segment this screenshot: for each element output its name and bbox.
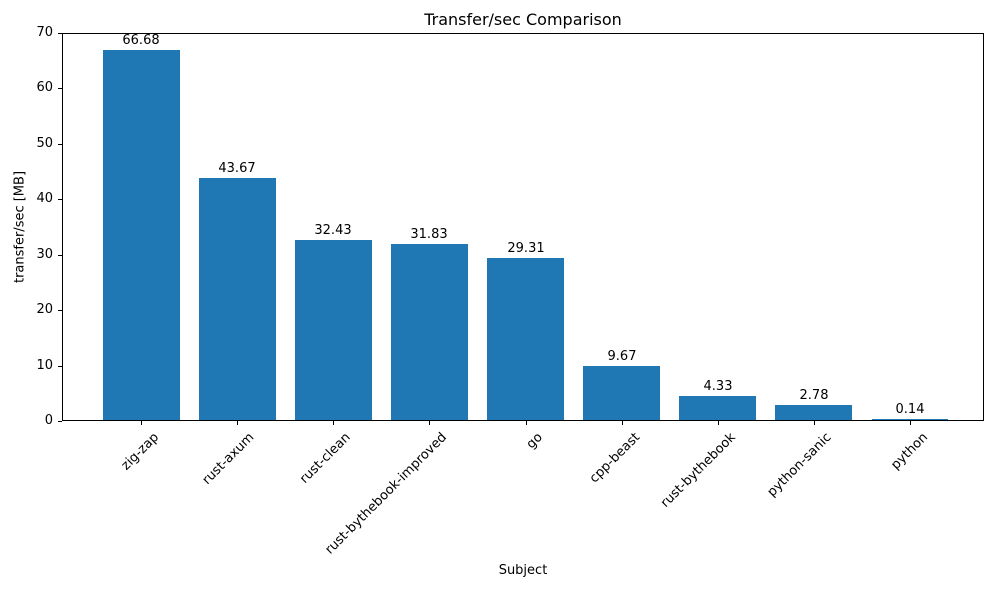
bar-rust-bythebook-improved [390, 243, 468, 420]
bar-rust-bythebook [679, 396, 757, 420]
y-tick-label: 20 [36, 302, 53, 317]
bar-cpp-beast [583, 366, 661, 420]
x-tick-mark [622, 421, 623, 425]
x-tick-mark [526, 421, 527, 425]
y-tick-label: 40 [36, 191, 53, 206]
bars-layer [63, 34, 983, 420]
y-tick-mark [58, 310, 62, 311]
x-tick-mark [910, 421, 911, 425]
y-tick-label: 60 [36, 80, 53, 95]
x-tick-label: rust-clean [296, 430, 354, 487]
bar-rust-axum [198, 177, 276, 420]
x-axis-label: Subject [498, 563, 548, 578]
x-tick-mark [237, 421, 238, 425]
y-axis-label: transfer/sec [MB] [12, 170, 28, 284]
x-tick-mark [718, 421, 719, 425]
y-tick-label: 0 [44, 413, 53, 428]
y-tick-mark [58, 144, 62, 145]
y-tick-label: 10 [36, 358, 53, 373]
x-tick-label: cpp-beast [586, 430, 643, 487]
y-tick-mark [58, 366, 62, 367]
y-tick-mark [58, 88, 62, 89]
bar-value-label: 0.14 [895, 402, 925, 417]
bar-value-label: 2.78 [799, 388, 829, 403]
bar-value-label: 43.67 [218, 161, 256, 176]
x-tick-label: go [523, 430, 546, 453]
x-tick-mark [814, 421, 815, 425]
y-tick-label: 30 [36, 247, 53, 262]
bar-value-label: 4.33 [703, 379, 733, 394]
x-tick-label: rust-bythebook [657, 430, 739, 511]
bar-value-label: 9.67 [607, 349, 637, 364]
x-tick-mark [333, 421, 334, 425]
x-tick-label: zig-zap [118, 430, 162, 474]
x-tick-label: rust-axum [199, 430, 258, 488]
y-tick-label: 50 [36, 136, 53, 151]
bar-rust-clean [294, 240, 372, 420]
x-tick-mark [141, 421, 142, 425]
bar-value-label: 29.31 [507, 241, 545, 256]
bar-python [871, 419, 949, 420]
x-tick-mark [429, 421, 430, 425]
bar-value-label: 31.83 [410, 227, 448, 242]
plot-area [62, 33, 984, 421]
bar-go [487, 257, 564, 420]
bar-python-sanic [775, 404, 853, 420]
x-tick-label: python [887, 430, 931, 473]
y-tick-mark [58, 421, 62, 422]
x-tick-label: python-sanic [764, 430, 835, 500]
bar-value-label: 32.43 [314, 223, 352, 238]
y-tick-mark [58, 33, 62, 34]
bar-zig-zap [102, 50, 180, 420]
bar-value-label: 66.68 [122, 33, 160, 48]
y-tick-mark [58, 255, 62, 256]
y-tick-mark [58, 199, 62, 200]
y-tick-label: 70 [36, 25, 53, 40]
chart-title: Transfer/sec Comparison [424, 10, 622, 29]
